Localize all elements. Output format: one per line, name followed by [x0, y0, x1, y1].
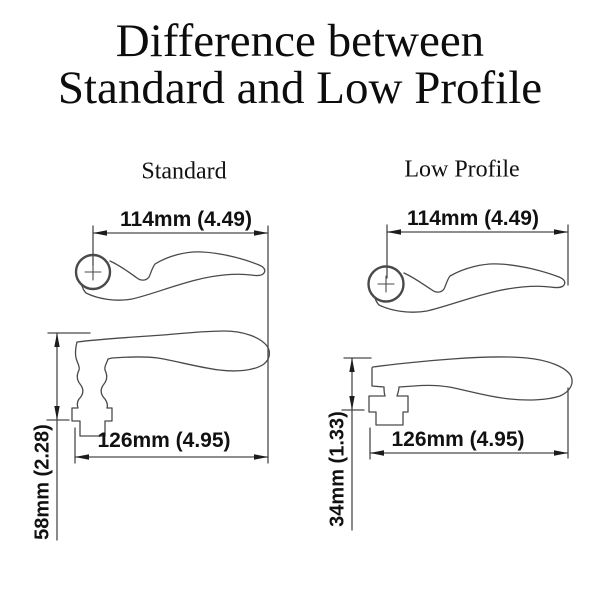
standard-length-right-arrow-icon: [254, 454, 268, 460]
standard-column-label: Standard: [141, 158, 227, 185]
low-profile-side-view-drawing: [341, 356, 573, 531]
low-profile-length-right-arrow-icon: [554, 450, 568, 456]
standard-length-label: 126mm (4.95): [97, 429, 231, 452]
standard-top-lever-outline: [81, 251, 266, 301]
standard-rose-circle: [74, 253, 112, 291]
standard-top-width-label: 114mm (4.49): [120, 208, 252, 231]
low-profile-height-label: 34mm (1.33): [326, 411, 349, 527]
low-profile-rose-circle: [367, 265, 405, 303]
low-profile-height-up-arrow-icon: [349, 358, 355, 372]
standard-top-right-arrow-icon: [254, 230, 268, 236]
low-profile-length-left-arrow-icon: [370, 450, 384, 456]
title-line-2: Standard and Low Profile: [57, 62, 543, 114]
page-title: Difference between Standard and Low Prof…: [0, 18, 600, 112]
low-profile-column-label: Low Profile: [404, 156, 520, 183]
low-profile-top-width-label: 114mm (4.49): [407, 207, 539, 230]
standard-top-left-arrow-icon: [93, 230, 107, 236]
low-profile-top-view-drawing: [367, 224, 569, 313]
low-profile-top-lever-outline: [374, 263, 566, 313]
standard-height-up-arrow-icon: [54, 333, 60, 347]
standard-side-view-drawing: [46, 330, 271, 541]
title-line-1: Difference between: [115, 15, 485, 67]
standard-height-label: 58mm (2.28): [31, 424, 54, 540]
low-profile-length-label: 126mm (4.95): [391, 428, 525, 451]
low-profile-top-left-arrow-icon: [387, 229, 401, 235]
standard-center-mark-icon: [84, 263, 102, 281]
low-profile-top-right-arrow-icon: [554, 229, 568, 235]
standard-length-left-arrow-icon: [75, 454, 89, 460]
low-profile-center-mark-icon: [377, 275, 395, 293]
standard-side-handle-outline: [71, 330, 271, 437]
standard-top-view-drawing: [74, 225, 269, 464]
standard-height-down-arrow-icon: [54, 406, 60, 420]
low-profile-side-handle-outline: [368, 356, 573, 426]
low-profile-height-down-arrow-icon: [349, 396, 355, 410]
